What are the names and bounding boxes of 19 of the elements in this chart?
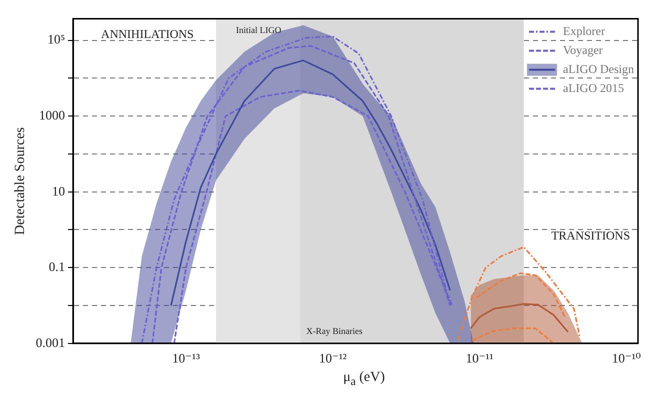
annotation: ANNIHILATIONS	[101, 26, 194, 41]
y-tick-label: 0.1	[48, 259, 66, 274]
x-tick-label: 10⁻¹⁰	[612, 350, 641, 366]
y-axis-title: Detectable Sources	[13, 127, 28, 235]
legend-label: aLIGO 2015	[563, 80, 624, 95]
y-tick-label: 1000	[39, 108, 66, 123]
legend-label: Voyager	[563, 42, 603, 57]
band-label: Initial LIGO	[236, 25, 282, 36]
y-tick-label: 10	[52, 183, 66, 198]
x-tick-label: 10⁻¹¹	[466, 350, 494, 366]
legend-label: aLIGO Design	[563, 62, 634, 76]
x-axis-title: μ$_{a}$ (eV)	[342, 370, 386, 388]
y-tick-label: 0.001	[36, 334, 66, 350]
legend-label: Explorer	[563, 24, 606, 38]
y-tick-label: 10⁵	[48, 32, 66, 47]
annotation: TRANSITIONS	[551, 228, 630, 242]
x-tick-label: 10⁻¹³	[172, 350, 200, 366]
x-tick-label: 10⁻¹²	[318, 350, 347, 366]
band-label: X-Ray Binaries	[306, 326, 363, 336]
